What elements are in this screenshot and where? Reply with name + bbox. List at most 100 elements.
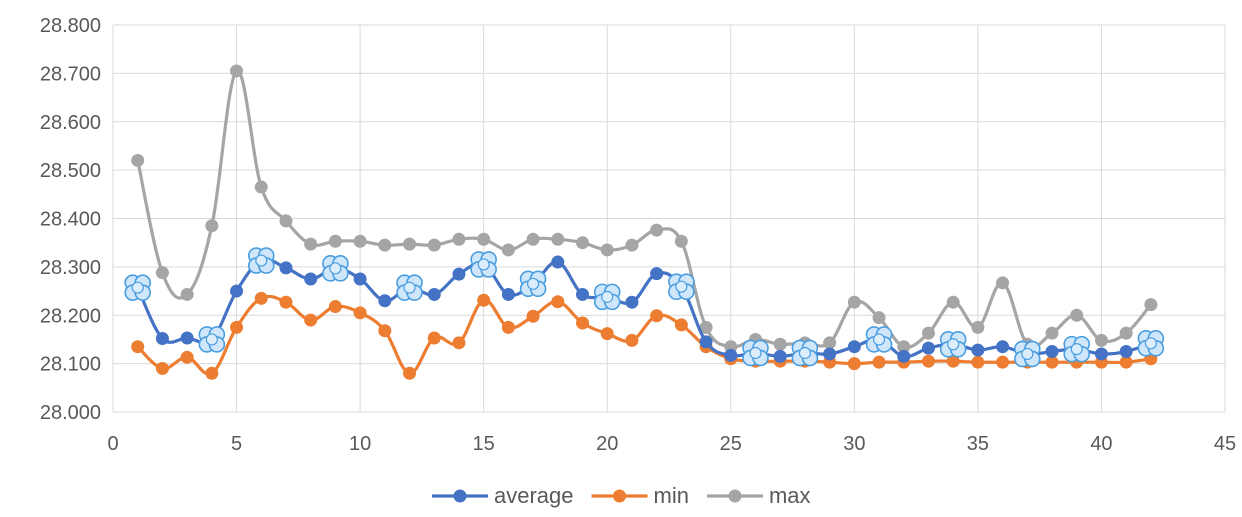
data-point-max [328,234,342,248]
legend-label: min [654,483,689,508]
y-tick-label: 28.500 [40,160,101,182]
x-tick-label: 25 [720,433,742,455]
data-point-min [501,320,515,334]
highlight-marker [791,339,819,367]
legend-item-max: max [706,483,811,508]
data-point-average [353,272,367,286]
data-point-min [279,295,293,309]
data-point-max [1094,333,1108,347]
data-point-max [452,232,466,246]
data-point-average [996,340,1010,354]
data-point-min [205,366,219,380]
highlight-marker [1137,330,1165,357]
series-layer [131,64,1158,380]
data-point-max [674,234,688,248]
highlight-marker [396,274,423,301]
data-point-max [403,237,417,251]
data-point-min [872,355,886,369]
highlight-marker [939,330,967,358]
data-point-max [427,238,441,252]
data-point-max [847,295,861,309]
y-tick-label: 28.000 [40,402,101,424]
data-point-average [452,267,466,281]
data-point-min [600,327,614,341]
data-point-max [625,238,639,252]
data-point-min [946,354,960,368]
data-point-min [551,295,565,309]
data-point-min [1119,355,1133,369]
data-point-average [1119,345,1133,359]
data-point-max [1045,326,1059,340]
data-point-average [773,349,787,363]
data-point-max [1119,326,1133,340]
data-point-average [625,295,639,309]
data-point-average [304,272,318,286]
highlight-marker [865,326,893,353]
x-tick-label: 45 [1214,433,1236,455]
data-point-average [847,340,861,354]
y-axis-tick-labels: 28.000 28.100 28.200 28.300 28.400 28.500 28.6… [40,15,101,424]
data-point-max [551,232,565,246]
legend-item-min: min [591,483,689,508]
highlight-marker [742,339,769,367]
data-point-max [971,320,985,334]
data-point-min [254,291,268,305]
data-point-max [773,337,787,351]
x-tick-label: 10 [349,433,371,455]
data-point-average [427,287,441,301]
data-point-max [996,276,1010,290]
data-point-average [501,287,515,301]
data-point-min [452,336,466,350]
highlight-marker [470,251,497,278]
x-tick-label: 5 [231,433,242,455]
highlight-marker [1063,335,1091,363]
data-point-min [847,357,861,371]
grid-lines [112,24,1226,413]
data-point-max [230,64,244,78]
data-point-min [477,293,491,307]
data-point-max [155,266,169,280]
data-point-min [328,300,342,314]
highlight-marker [322,255,349,282]
data-point-average [378,294,392,308]
data-point-average [724,348,738,362]
x-tick-label: 20 [596,433,618,455]
x-tick-label: 30 [843,433,865,455]
data-point-max [526,232,540,246]
data-point-max [600,243,614,257]
y-tick-label: 28.100 [40,354,101,376]
y-tick-label: 28.700 [40,63,101,85]
y-tick-label: 28.800 [40,15,101,37]
data-point-min [378,324,392,338]
data-point-average [699,335,713,349]
data-point-min [526,309,540,323]
highlight-marker [1014,340,1041,368]
data-point-min [304,313,318,327]
highlight-markers [124,247,1165,368]
data-point-average [823,347,837,361]
data-point-min [921,354,935,368]
legend: average min max [432,483,811,508]
legend-label: average [494,483,574,508]
highlight-marker [124,274,152,301]
x-axis-tick-labels: 0 5 10 15 20 25 30 35 40 45 [107,433,1236,455]
data-point-max [1070,308,1084,322]
legend-item-average: average [432,483,574,508]
data-point-min [576,316,590,330]
data-point-average [279,261,293,275]
y-tick-label: 28.300 [40,257,101,279]
highlight-marker [519,270,547,298]
x-tick-label: 15 [473,433,495,455]
highlight-marker [198,326,226,353]
data-point-max [304,237,318,251]
data-point-max [650,223,664,237]
data-point-average [551,255,565,269]
data-point-min [403,366,417,380]
data-point-average [971,343,985,357]
highlight-marker [668,273,695,301]
data-point-average [180,331,194,345]
data-point-max [279,214,293,228]
data-point-average [897,349,911,363]
data-point-min [180,350,194,364]
x-tick-label: 35 [967,433,989,455]
